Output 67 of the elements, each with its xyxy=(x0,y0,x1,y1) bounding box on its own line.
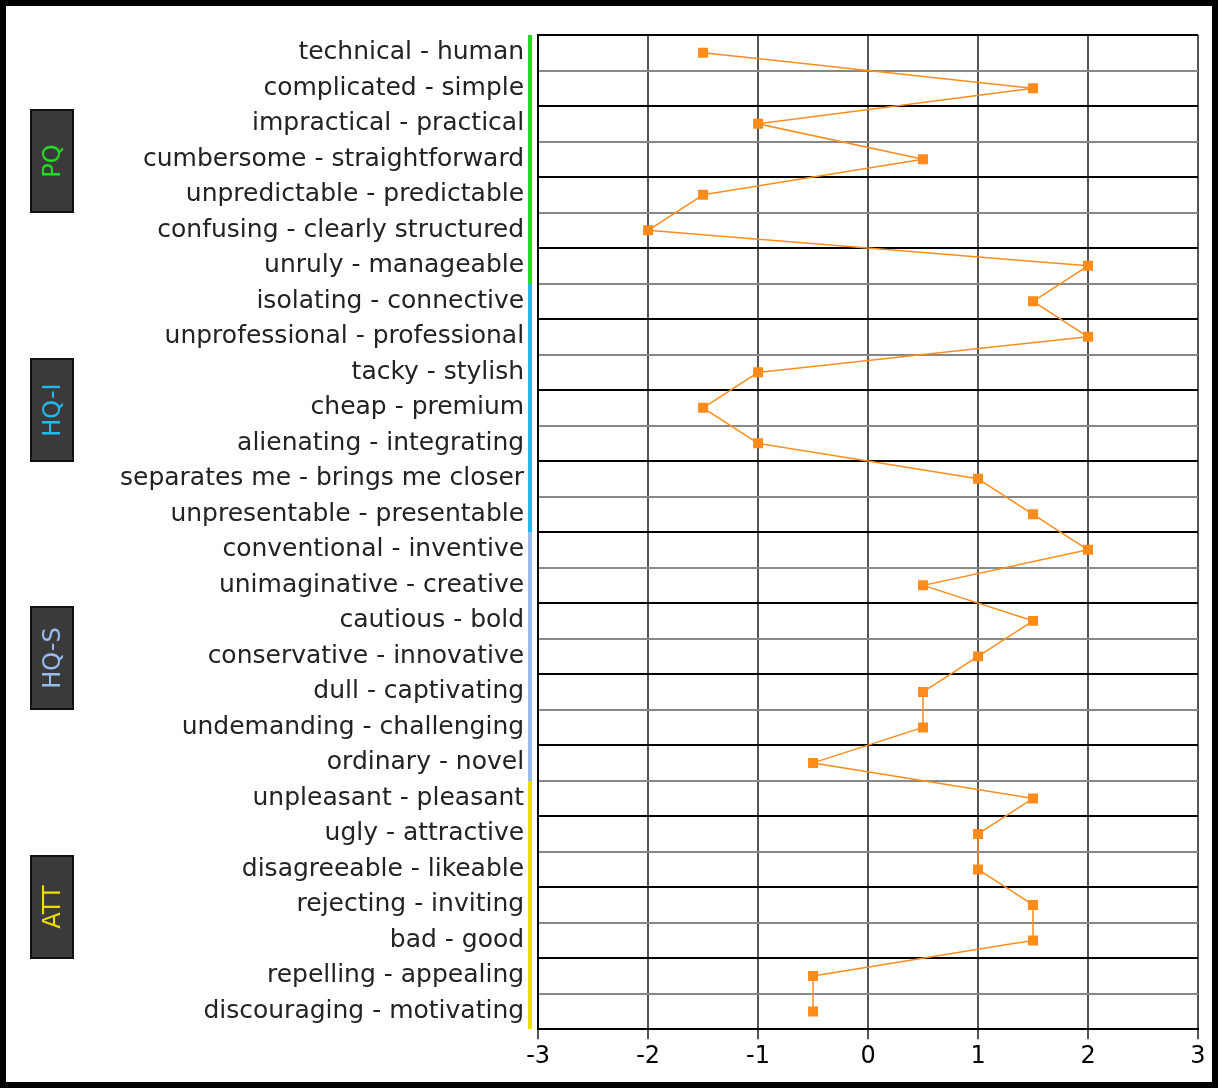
point xyxy=(1028,296,1039,307)
y-tick-label: rejecting - inviting xyxy=(296,888,525,918)
y-tick-label: unimaginative - creative xyxy=(218,568,525,598)
point xyxy=(753,367,764,378)
point xyxy=(753,118,764,129)
y-tick-label: bad - good xyxy=(389,923,525,953)
text: ATT xyxy=(38,885,67,929)
y-tick-label: technical - human xyxy=(298,36,525,66)
point xyxy=(918,722,929,733)
y-tick-label: repelling - appealing xyxy=(266,959,525,989)
point xyxy=(1083,331,1094,342)
y-tick-label: complicated - simple xyxy=(263,71,525,101)
x-tick-label: -1 xyxy=(746,1040,771,1069)
y-tick-label: ordinary - novel xyxy=(326,746,525,776)
y-tick-label: alienating - integrating xyxy=(237,426,525,456)
x-tick-label: 1 xyxy=(970,1040,986,1069)
point xyxy=(1028,899,1039,910)
point xyxy=(918,580,929,591)
y-tick-label: ugly - attractive xyxy=(324,817,525,847)
y-tick-label: separates me - brings me closer xyxy=(119,462,525,492)
point xyxy=(1083,260,1094,271)
y-tick-label: isolating - connective xyxy=(256,284,525,314)
y-tick-label: unruly - manageable xyxy=(264,249,525,279)
point xyxy=(973,864,984,875)
point xyxy=(808,1006,819,1017)
x-tick-label: 2 xyxy=(1080,1040,1096,1069)
y-tick-label: dull - captivating xyxy=(313,675,525,705)
point xyxy=(1028,83,1039,94)
point xyxy=(1028,935,1039,946)
point xyxy=(1028,509,1039,520)
y-tick-label: unpresentable - presentable xyxy=(170,497,525,527)
text: HQ-S xyxy=(38,627,66,690)
point xyxy=(808,757,819,768)
y-tick-label: undemanding - challenging xyxy=(181,710,525,740)
y-tick-label: cautious - bold xyxy=(339,604,525,634)
text: PQ xyxy=(38,144,66,178)
point xyxy=(918,154,929,165)
point xyxy=(698,189,709,200)
y-tick-label: cheap - premium xyxy=(310,391,525,421)
y-tick-label: unpredictable - predictable xyxy=(185,178,525,208)
point xyxy=(808,970,819,981)
point xyxy=(753,438,764,449)
point xyxy=(973,473,984,484)
y-tick-label: confusing - clearly structured xyxy=(157,213,525,243)
y-tick-label: unpleasant - pleasant xyxy=(252,781,525,811)
y-tick-label: tacky - stylish xyxy=(351,355,525,385)
point xyxy=(1028,615,1039,626)
text: HQ-I xyxy=(38,383,66,437)
y-tick-label: conservative - innovative xyxy=(207,639,525,669)
y-tick-label: discouraging - motivating xyxy=(203,994,525,1024)
point xyxy=(918,686,929,697)
x-tick-label: -2 xyxy=(636,1040,661,1069)
point xyxy=(1028,793,1039,804)
point xyxy=(643,225,654,236)
point xyxy=(973,828,984,839)
point xyxy=(973,651,984,662)
y-tick-label: conventional - inventive xyxy=(222,533,525,563)
point xyxy=(698,47,709,58)
point xyxy=(698,402,709,413)
point xyxy=(1083,544,1094,555)
x-tick-label: -3 xyxy=(526,1040,551,1069)
x-tick-label: 3 xyxy=(1190,1040,1206,1069)
y-tick-label: impractical - practical xyxy=(251,107,525,137)
x-tick-label: 0 xyxy=(860,1040,876,1069)
y-tick-label: unprofessional - professional xyxy=(164,320,525,350)
y-tick-label: cumbersome - straightforward xyxy=(142,142,525,172)
y-tick-label: disagreeable - likeable xyxy=(241,852,525,882)
